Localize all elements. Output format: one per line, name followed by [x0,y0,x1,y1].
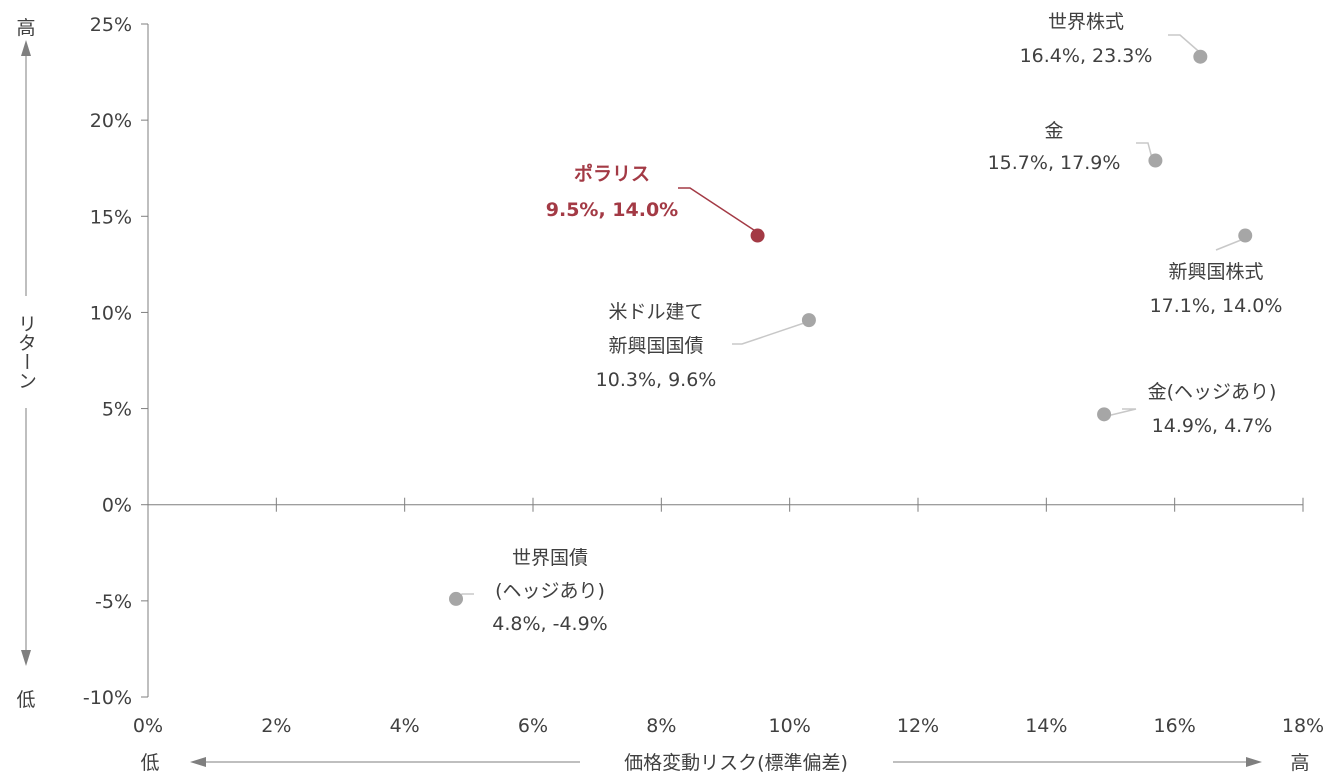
y-tick-label: -10% [83,687,132,709]
point-name-label: 新興国株式 [1168,261,1263,283]
point-name-label: 新興国国債 [608,335,703,357]
y-axis-high-label: 高 [16,17,35,39]
x-axis-high-label: 高 [1290,752,1309,774]
point-value-label: 14.9%, 4.7% [1152,415,1273,437]
leader-line [1168,34,1205,57]
y-axis-low-label: 低 [16,689,35,711]
data-point [1238,228,1253,243]
data-point [1097,407,1112,422]
point-name-label: (ヘッジあり) [495,580,605,602]
y-title-arrowhead-down [21,650,31,666]
x-axis-low-label: 低 [140,752,159,774]
leader-line [732,319,814,345]
point-value-label: 15.7%, 17.9% [988,152,1121,174]
x-title-arrowhead-right [1246,757,1262,767]
point-name-label: 金 [1044,120,1063,142]
y-tick-label: 0% [102,495,132,517]
y-tick-label: 25% [90,14,132,36]
point-name-label: 世界株式 [1048,11,1124,33]
y-tick-label: 5% [102,399,132,421]
x-tick-label: 18% [1282,715,1324,737]
x-tick-label: 6% [518,715,548,737]
data-point [449,591,463,606]
point-value-label: 17.1%, 14.0% [1150,295,1283,317]
y-tick-label: 15% [90,206,132,228]
x-tick-label: 14% [1025,715,1067,737]
axes-layer: -10% -5% 0% 5% 10% 15% 20% 25% 0% 2% 4% 6% 8% 10% 12% 1… [83,14,1324,737]
x-axis-title: 価格変動リスク(標準偏差) [624,752,848,774]
data-point [750,228,765,243]
point-name-label: ポラリス [574,162,650,185]
x-tick-label: 2% [261,715,291,737]
point-value-label: 4.8%, -4.9% [492,613,607,635]
leader-line [678,187,764,237]
point-name-label: 米ドル建て [608,301,703,323]
x-tick-label: 10% [769,715,811,737]
label-layer: ポラリス 9.5%, 14.0% 世界株式 16.4%, 23.3% 金 15.7%, 1… [492,11,1282,635]
point-name-label: 金(ヘッジあり) [1148,381,1277,403]
y-tick-label: 10% [90,302,132,324]
x-tick-label: 0% [133,715,163,737]
x-tick-label: 12% [897,715,939,737]
x-tick-label: 8% [646,715,676,737]
x-tick-label: 16% [1154,715,1196,737]
point-layer [449,49,1253,606]
point-value-label: 9.5%, 14.0% [546,199,678,221]
data-point [1148,153,1163,168]
x-title-arrowhead-left [190,757,206,767]
data-point [1193,49,1208,64]
point-value-label: 10.3%, 9.6% [596,369,717,391]
y-axis-title: リターン [15,314,37,390]
y-tick-label: -5% [95,591,132,613]
data-point [801,313,816,328]
point-name-label: 世界国債 [512,547,588,569]
point-value-label: 16.4%, 23.3% [1020,45,1153,67]
y-title-arrowhead-up [21,40,31,56]
leader-layer [457,34,1247,602]
y-tick-label: 20% [90,110,132,132]
x-tick-label: 4% [390,715,420,737]
leader-line [1106,408,1137,417]
